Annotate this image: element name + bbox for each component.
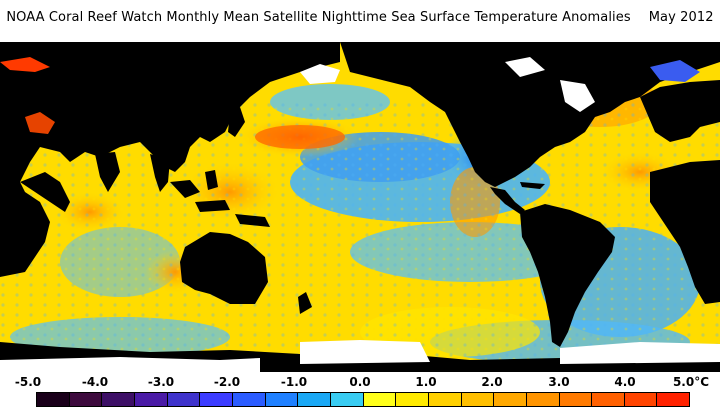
tick-label: -3.0 [147, 375, 175, 389]
colorbar-swatch [330, 393, 364, 406]
map-title: NOAA Coral Reef Watch Monthly Mean Satel… [0, 10, 720, 34]
tick-label: 2.0 [481, 375, 503, 389]
colorbar [36, 392, 690, 407]
colorbar-swatch [494, 393, 527, 406]
ice-regions [0, 57, 720, 372]
colorbar-tick-labels: -5.0 -4.0 -3.0 -2.0 -1.0 0.0 1.0 2.0 3.0… [0, 375, 720, 393]
colorbar-swatch [298, 393, 331, 406]
colorbar-swatch [396, 393, 429, 406]
colorbar-swatch [363, 393, 397, 406]
colorbar-swatch [559, 393, 593, 406]
colorbar-swatch [232, 393, 266, 406]
tick-label: 4.0 [614, 375, 636, 389]
world-map-svg [0, 42, 720, 372]
colorbar-swatch [200, 393, 233, 406]
colorbar-swatch [167, 393, 201, 406]
colorbar-swatch [102, 393, 135, 406]
colorbar-swatch [69, 393, 103, 406]
tick-label-max: 5.0°C [673, 375, 709, 389]
title-text: NOAA Coral Reef Watch Monthly Mean Satel… [6, 10, 631, 25]
colorbar-swatch [265, 393, 299, 406]
colorbar-swatch [37, 393, 70, 406]
tick-label: 3.0 [548, 375, 570, 389]
colorbar-swatch [526, 393, 560, 406]
colorbar-swatch [624, 393, 658, 406]
tick-label: -1.0 [280, 375, 308, 389]
tick-label: -5.0 [14, 375, 42, 389]
tick-label: -2.0 [213, 375, 241, 389]
tick-label: -4.0 [81, 375, 109, 389]
colorbar-swatch [592, 393, 625, 406]
colorbar-swatch [428, 393, 462, 406]
colorbar-swatch [134, 393, 168, 406]
tick-label: 1.0 [415, 375, 437, 389]
title-date: May 2012 [648, 10, 714, 25]
unit-label: °C [694, 375, 710, 389]
colorbar-swatch [461, 393, 495, 406]
colorbar-swatch [657, 393, 690, 406]
tick-label: 0.0 [349, 375, 371, 389]
tick-label: 5.0 [672, 375, 695, 389]
hotspots [0, 57, 700, 149]
sst-anomaly-map [0, 42, 720, 372]
